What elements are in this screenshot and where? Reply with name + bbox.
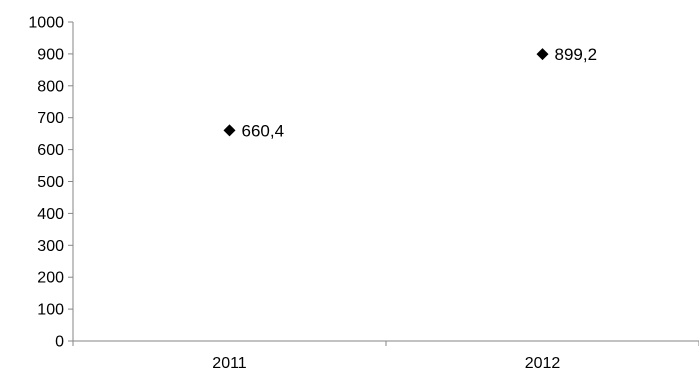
- y-tick-label: 200: [37, 270, 64, 287]
- y-tick-label: 400: [37, 206, 64, 223]
- data-point-label: 660,4: [242, 121, 285, 140]
- data-points: 660,4 899,2: [223, 45, 598, 140]
- x-tick-label: 2012: [525, 355, 561, 372]
- y-tick-label: 900: [37, 46, 64, 63]
- y-tick-label: 500: [37, 174, 64, 191]
- y-tick-label: 1000: [28, 15, 64, 32]
- y-tick-label: 100: [37, 302, 64, 319]
- data-point-label: 899,2: [555, 45, 598, 64]
- y-tick-label: 0: [55, 334, 64, 351]
- data-point-marker: [223, 124, 236, 137]
- data-point-marker: [536, 48, 549, 61]
- y-tick-label: 800: [37, 78, 64, 95]
- x-tick-label: 2011: [212, 355, 247, 372]
- y-tick-label: 300: [37, 238, 64, 255]
- chart-axes: [72, 22, 699, 342]
- y-axis-ticks: 0 100 200 300 400 500 600 700 800 900 1000: [28, 15, 73, 351]
- x-axis-ticks: 2011 2012: [72, 341, 699, 372]
- y-tick-label: 600: [37, 142, 64, 159]
- y-tick-label: 700: [37, 110, 64, 127]
